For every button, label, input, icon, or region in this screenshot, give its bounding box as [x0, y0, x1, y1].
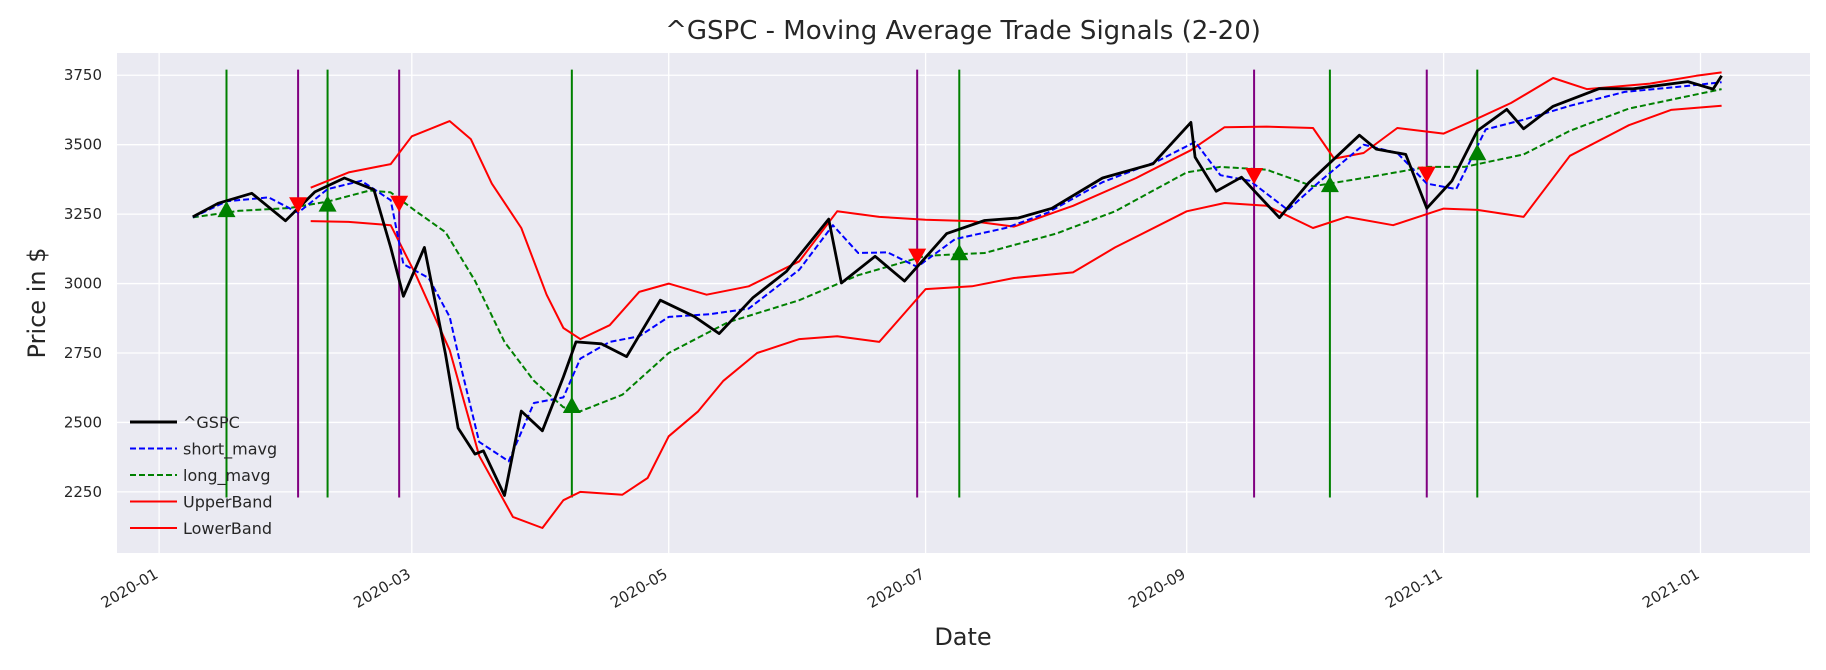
- buy-signal-marker: [1320, 175, 1339, 193]
- buy-signal-marker: [1468, 144, 1487, 161]
- x-tick-label: 2020-11: [1382, 565, 1445, 612]
- sell-signal-marker: [390, 195, 409, 212]
- buy-signal-marker: [562, 396, 581, 413]
- legend-label: UpperBand: [183, 493, 273, 512]
- y-tick-label: 2500: [64, 413, 102, 431]
- series-line-gspc: [192, 75, 1723, 497]
- legend-label: LowerBand: [183, 519, 272, 538]
- x-tick-label: 2020-07: [864, 565, 927, 612]
- chart-title: ^GSPC - Moving Average Trade Signals (2-…: [665, 16, 1261, 46]
- legend-label: long_mavg: [183, 466, 271, 486]
- y-tick-label: 3750: [64, 66, 102, 84]
- sell-signal-marker: [289, 197, 308, 214]
- x-tick-label: 2020-01: [98, 565, 161, 612]
- legend-label: short_mavg: [183, 440, 277, 460]
- sell-signal-marker: [1417, 166, 1436, 183]
- plot-area: [117, 53, 1810, 553]
- sell-signal-marker: [1245, 168, 1264, 185]
- y-tick-label: 2750: [64, 344, 102, 362]
- sell-signal-marker: [908, 248, 927, 265]
- buy-signal-marker: [217, 200, 236, 218]
- x-tick-label: 2020-05: [607, 565, 670, 612]
- x-tick-label: 2020-03: [351, 565, 414, 612]
- buy-signal-marker: [950, 244, 969, 261]
- x-tick-labels: 2020-01 2020-03 2020-05 2020-07 2020-09 2020-…: [98, 565, 1703, 612]
- y-tick-label: 2250: [64, 483, 102, 501]
- series-line-lowerband: [310, 104, 1722, 529]
- y-tick-label: 3250: [64, 205, 102, 223]
- legend: ^GSPC short_mavg long_mavg UpperBand LowerBa…: [130, 413, 277, 538]
- y-axis-title: Price in $: [23, 248, 51, 359]
- legend-label: ^GSPC: [183, 413, 240, 432]
- y-tick-label: 3000: [64, 275, 102, 293]
- x-tick-label: 2021-01: [1639, 565, 1702, 612]
- y-tick-label: 3500: [64, 136, 102, 154]
- y-tick-labels: 2250 2500 2750 3000 3250 3500 3750: [64, 66, 102, 501]
- x-axis-title: Date: [934, 623, 991, 651]
- signal-markers: [217, 144, 1487, 413]
- series-line-upperband: [310, 71, 1722, 341]
- x-tick-label: 2020-09: [1125, 565, 1188, 612]
- buy-signal-marker: [318, 195, 337, 212]
